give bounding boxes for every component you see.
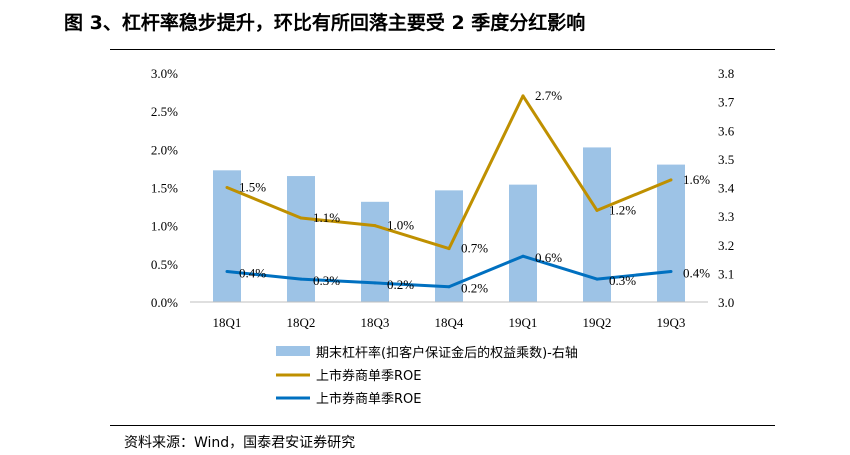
bar-19Q3 bbox=[657, 164, 685, 302]
bar-18Q2 bbox=[287, 176, 315, 302]
data-label: 1.6% bbox=[683, 172, 710, 187]
series-2-point bbox=[595, 277, 599, 281]
legend-label: 上市券商单季ROE bbox=[316, 391, 421, 407]
source-note: 资料来源：Wind，国泰君安证券研究 bbox=[124, 435, 356, 451]
x-tick-label-18Q2: 18Q2 bbox=[287, 315, 316, 330]
y-right-tick-label: 3.4 bbox=[718, 181, 735, 196]
chart-title: 图 3、杠杆率稳步提升，环比有所回落主要受 2 季度分红影响 bbox=[64, 12, 586, 34]
data-label: 0.3% bbox=[313, 273, 340, 288]
chart: 0.0% 0.5% 1.0% 1.5% 2.0% 2.5% 3.0% 3.0 3.1 3.2 3.3… bbox=[151, 66, 735, 407]
y-right-tick-label: 3.6 bbox=[718, 123, 735, 138]
top-rule bbox=[110, 49, 775, 50]
y-left-tick-label: 0.5% bbox=[151, 257, 178, 272]
series-2-point bbox=[447, 285, 451, 289]
data-label: 1.1% bbox=[313, 210, 340, 225]
data-label: 2.7% bbox=[535, 88, 562, 103]
y-right-tick-label: 3.5 bbox=[718, 152, 734, 167]
data-label: 1.5% bbox=[239, 180, 266, 195]
series-1-point bbox=[447, 247, 451, 251]
series-2-point bbox=[521, 254, 525, 258]
y-left-tick-label: 3.0% bbox=[151, 66, 178, 81]
series-1-point bbox=[669, 178, 673, 182]
data-label: 0.6% bbox=[535, 250, 562, 265]
legend-label: 期末杠杆率(扣客户保证金后的权益乘数)-右轴 bbox=[316, 345, 578, 361]
bottom-rule bbox=[110, 425, 775, 426]
series-2-point bbox=[299, 277, 303, 281]
data-label: 1.2% bbox=[609, 202, 636, 217]
bar-18Q3 bbox=[361, 201, 389, 302]
legend-label: 上市券商单季ROE bbox=[316, 368, 421, 384]
y-right-tick-label: 3.1 bbox=[718, 266, 734, 281]
y-right-tick-label: 3.3 bbox=[718, 209, 734, 224]
series-2-point bbox=[225, 269, 229, 273]
x-tick-label-18Q1: 18Q1 bbox=[213, 315, 242, 330]
y-right-tick-label: 3.7 bbox=[718, 95, 735, 110]
data-label: 0.3% bbox=[609, 273, 636, 288]
y-left-tick-label: 1.0% bbox=[151, 219, 178, 234]
series-2-point bbox=[669, 269, 673, 273]
series-2-point bbox=[373, 281, 377, 285]
series-1-point bbox=[595, 208, 599, 212]
series-1-point bbox=[521, 94, 525, 98]
bar-19Q1 bbox=[509, 184, 537, 302]
series-1-point bbox=[225, 186, 229, 189]
y-right-tick-label: 3.2 bbox=[718, 238, 734, 253]
x-tick-label-18Q4: 18Q4 bbox=[435, 315, 464, 330]
data-label: 0.2% bbox=[387, 277, 414, 292]
data-label: 0.4% bbox=[239, 265, 266, 280]
series-1-point bbox=[299, 216, 303, 220]
y-right-tick-label: 3.0 bbox=[718, 295, 734, 310]
y-left-tick-label: 0.0% bbox=[151, 295, 178, 310]
y-left-tick-label: 2.0% bbox=[151, 142, 178, 157]
data-label: 1.0% bbox=[387, 218, 414, 233]
data-label: 0.4% bbox=[683, 265, 710, 280]
y-left-tick-label: 1.5% bbox=[151, 181, 178, 196]
x-tick-label-19Q3: 19Q3 bbox=[657, 315, 686, 330]
y-left-tick-label: 2.5% bbox=[151, 104, 178, 119]
x-tick-label-18Q3: 18Q3 bbox=[361, 315, 390, 330]
legend-swatch-bar bbox=[276, 346, 310, 356]
y-right-tick-label: 3.8 bbox=[718, 66, 734, 81]
x-tick-label-19Q1: 19Q1 bbox=[509, 315, 538, 330]
data-label: 0.7% bbox=[461, 241, 488, 256]
data-label: 0.2% bbox=[461, 281, 488, 296]
series-1-point bbox=[373, 224, 377, 228]
x-tick-label-19Q2: 19Q2 bbox=[583, 315, 612, 330]
